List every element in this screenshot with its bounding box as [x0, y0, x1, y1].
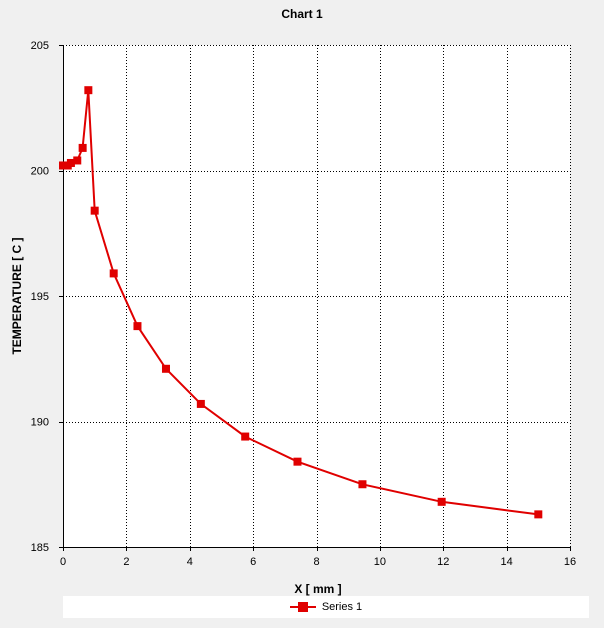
plot-area [63, 45, 570, 547]
series-1-point-8 [133, 322, 142, 331]
x-tick-label-3: 6 [250, 556, 256, 568]
y-tick-label-0: 185 [31, 542, 49, 554]
legend-series-1-label: Series 1 [321, 601, 363, 613]
series-1-point-14 [437, 497, 446, 506]
y-tick-label-4: 205 [31, 40, 49, 52]
series-1-point-9 [161, 364, 170, 373]
legend-series-1-swatch [289, 602, 316, 612]
series-1-point-3 [73, 156, 82, 165]
series-layer [59, 86, 543, 519]
series-1-point-15 [534, 510, 543, 519]
series-1-point-11 [241, 432, 250, 441]
y-tick-label-3: 200 [31, 166, 49, 178]
chart-title: Chart 1 [281, 7, 323, 21]
x-tick-label-6: 12 [437, 556, 449, 568]
x-axis-label: X [ mm ] [294, 582, 341, 596]
series-1-point-12 [293, 457, 302, 466]
x-tick-label-0: 0 [60, 556, 66, 568]
series-1-point-0 [59, 161, 67, 170]
legend: Series 1 [63, 596, 589, 618]
x-tick-label-4: 8 [313, 556, 319, 568]
x-tick-label-7: 14 [501, 556, 513, 568]
tick-labels: 0 2 4 6 8 10 12 14 16 185 190 195 200 205 [31, 40, 576, 568]
x-tick-label-8: 16 [564, 556, 576, 568]
series-1-point-10 [196, 399, 205, 408]
y-tick-label-1: 190 [31, 417, 49, 429]
y-axis-label: TEMPERATURE [ C ] [10, 237, 24, 354]
y-tick-label-2: 195 [31, 291, 49, 303]
series-1-point-5 [84, 86, 93, 95]
series-1-point-7 [109, 269, 118, 278]
x-tick-label-1: 2 [123, 556, 129, 568]
series-1-point-2 [66, 158, 75, 167]
x-tick-label-5: 10 [374, 556, 386, 568]
x-tick-label-2: 4 [187, 556, 193, 568]
series-1-point-13 [358, 480, 367, 489]
axes [59, 45, 571, 551]
series-1-point-4 [78, 143, 87, 152]
series-1-point-6 [90, 206, 99, 215]
